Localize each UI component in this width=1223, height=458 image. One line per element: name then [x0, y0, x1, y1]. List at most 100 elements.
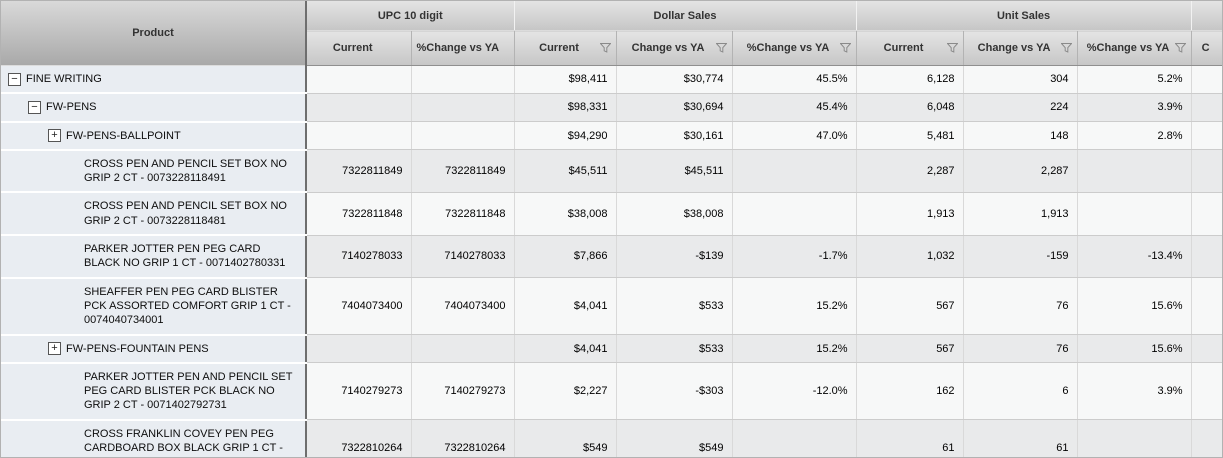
overflow-column-cell — [1191, 235, 1222, 279]
table-row: CROSS FRANKLIN COVEY PEN PEG CARDBOARD B… — [1, 419, 1222, 457]
dollar-current-cell: $549 — [514, 419, 617, 457]
filter-icon[interactable] — [1060, 43, 1072, 53]
filter-icon[interactable] — [839, 43, 851, 53]
table-header: Product UPC 10 digit Dollar Sales Unit S… — [1, 1, 1222, 66]
product-column-header[interactable]: Product — [1, 1, 307, 66]
upc-current-cell — [306, 121, 412, 151]
group-header-upc: UPC 10 digit — [305, 1, 515, 31]
product-cell: − FW-PENS — [1, 93, 307, 123]
unit-change-cell: 61 — [963, 419, 1078, 457]
unit-pct-change-cell — [1077, 149, 1192, 193]
overflow-column-cell — [1191, 192, 1222, 236]
header-label: Current — [539, 42, 579, 54]
table-row: + FW-PENS-FOUNTAIN PENS $4,041 $533 15.2… — [1, 334, 1222, 364]
dollar-pct-change-cell — [732, 192, 857, 236]
header-label: %Change vs YA — [746, 42, 830, 54]
group-header-row: Product UPC 10 digit Dollar Sales Unit S… — [1, 1, 1222, 66]
product-name: CROSS PEN AND PENCIL SET BOX NO GRIP 2 C… — [84, 157, 287, 185]
header-dollar-pct-change[interactable]: %Change vs YA — [731, 30, 857, 66]
dollar-change-cell: $30,774 — [616, 65, 733, 94]
overflow-column-cell — [1191, 334, 1222, 364]
header-upc-pct-change[interactable]: %Change vs YA — [410, 30, 515, 66]
header-dollar-change[interactable]: Change vs YA — [615, 30, 733, 66]
product-name: FW-PENS-FOUNTAIN PENS — [66, 342, 209, 355]
expand-collapse-icon[interactable]: + — [48, 129, 61, 143]
unit-pct-change-cell: 15.6% — [1077, 277, 1192, 336]
dollar-change-cell: -$139 — [616, 235, 733, 279]
unit-change-cell: 304 — [963, 65, 1078, 94]
filter-icon[interactable] — [946, 43, 958, 53]
dollar-current-cell: $94,290 — [514, 121, 617, 151]
product-name: PARKER JOTTER PEN PEG CARD BLACK NO GRIP… — [84, 243, 286, 270]
upc-current-cell — [306, 93, 412, 123]
header-unit-pct-change[interactable]: %Change vs YA — [1076, 30, 1192, 66]
table-row: SHEAFFER PEN PEG CARD BLISTER PCK ASSORT… — [1, 277, 1222, 336]
upc-pct-change-cell: 7322811848 — [411, 192, 515, 236]
dollar-pct-change-cell: -1.7% — [732, 235, 857, 279]
upc-current-cell: 7140278033 — [306, 235, 412, 279]
product-cell: PARKER JOTTER PEN AND PENCIL SET PEG CAR… — [1, 362, 307, 421]
dollar-current-cell: $4,041 — [514, 277, 617, 336]
dollar-current-cell: $7,866 — [514, 235, 617, 279]
product-cell: − FINE WRITING — [1, 65, 307, 95]
filter-icon[interactable] — [599, 43, 611, 53]
header-overflow-column[interactable]: C — [1190, 30, 1222, 66]
unit-current-cell: 1,913 — [856, 192, 964, 236]
table-row: CROSS PEN AND PENCIL SET BOX NO GRIP 2 C… — [1, 149, 1222, 194]
product-cell: CROSS FRANKLIN COVEY PEN PEG CARDBOARD B… — [1, 419, 307, 457]
product-cell: SHEAFFER PEN PEG CARD BLISTER PCK ASSORT… — [1, 277, 307, 336]
header-label: Change vs YA — [977, 42, 1051, 54]
expand-collapse-icon[interactable]: + — [48, 342, 61, 356]
header-dollar-current[interactable]: Current — [513, 30, 617, 66]
unit-change-cell: 1,913 — [963, 192, 1078, 236]
overflow-column-cell — [1191, 121, 1222, 151]
table-row: PARKER JOTTER PEN AND PENCIL SET PEG CAR… — [1, 362, 1222, 421]
dollar-change-cell: $533 — [616, 334, 733, 364]
header-label: Change vs YA — [631, 42, 705, 54]
expand-collapse-icon[interactable]: − — [8, 72, 21, 86]
unit-pct-change-cell: -13.4% — [1077, 235, 1192, 279]
upc-pct-change-cell — [411, 334, 515, 364]
header-label: %Change vs YA — [416, 42, 500, 54]
unit-current-cell: 1,032 — [856, 235, 964, 279]
table-row: − FINE WRITING $98,411 $30,774 45.5% 6,1… — [1, 65, 1222, 95]
expand-collapse-icon[interactable]: − — [28, 100, 41, 114]
filter-icon[interactable] — [1174, 43, 1186, 53]
product-name: CROSS PEN AND PENCIL SET BOX NO GRIP 2 C… — [84, 200, 287, 227]
unit-change-cell: 6 — [963, 362, 1078, 421]
upc-current-cell — [306, 334, 412, 364]
dollar-change-cell: -$303 — [616, 362, 733, 421]
product-cell: CROSS PEN AND PENCIL SET BOX NO GRIP 2 C… — [1, 192, 307, 237]
dollar-pct-change-cell: 15.2% — [732, 334, 857, 364]
unit-current-cell: 5,481 — [856, 121, 964, 151]
dollar-pct-change-cell: 47.0% — [732, 121, 857, 151]
unit-change-cell: 76 — [963, 277, 1078, 336]
unit-change-cell: 2,287 — [963, 149, 1078, 193]
filter-icon[interactable] — [715, 43, 727, 53]
header-unit-current[interactable]: Current — [855, 30, 964, 66]
dollar-pct-change-cell: -12.0% — [732, 362, 857, 421]
upc-pct-change-cell — [411, 121, 515, 151]
dollar-change-cell: $549 — [616, 419, 733, 457]
dollar-current-cell: $45,511 — [514, 149, 617, 193]
unit-current-cell: 162 — [856, 362, 964, 421]
unit-pct-change-cell — [1077, 419, 1192, 457]
product-cell: PARKER JOTTER PEN PEG CARD BLACK NO GRIP… — [1, 235, 307, 279]
product-name: PARKER JOTTER PEN AND PENCIL SET PEG CAR… — [84, 370, 293, 412]
group-header-unit-sales: Unit Sales — [855, 1, 1192, 31]
overflow-column-cell — [1191, 65, 1222, 94]
unit-change-cell: -159 — [963, 235, 1078, 279]
overflow-column-cell — [1191, 93, 1222, 123]
dollar-pct-change-cell — [732, 149, 857, 193]
header-upc-current[interactable]: Current — [305, 30, 411, 66]
table-row: CROSS PEN AND PENCIL SET BOX NO GRIP 2 C… — [1, 192, 1222, 237]
upc-pct-change-cell: 7140279273 — [411, 362, 515, 421]
dollar-change-cell: $30,694 — [616, 93, 733, 123]
table-row: + FW-PENS-BALLPOINT $94,290 $30,161 47.0… — [1, 121, 1222, 151]
overflow-column-cell — [1191, 362, 1222, 421]
upc-pct-change-cell — [411, 65, 515, 94]
unit-current-cell: 61 — [856, 419, 964, 457]
header-label: %Change vs YA — [1086, 42, 1170, 54]
header-unit-change[interactable]: Change vs YA — [962, 30, 1078, 66]
dollar-current-cell: $98,411 — [514, 65, 617, 94]
